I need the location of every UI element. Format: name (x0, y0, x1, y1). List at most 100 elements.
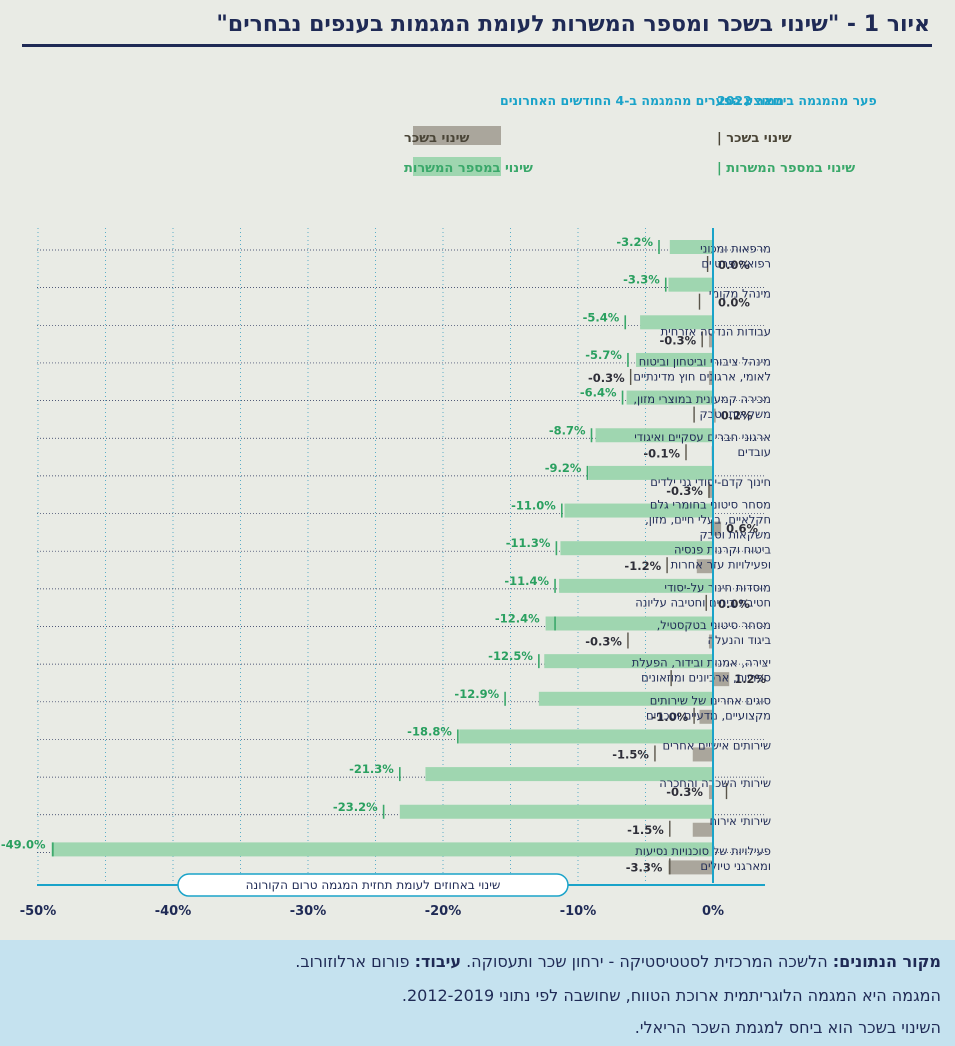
source-text: הלשכה המרכזית לסטטיסטיקה - ירחון שכר ותע… (461, 952, 833, 971)
jobs-bar (668, 277, 713, 292)
category-label: חקלאיים, בעלי חיים, מזון, (645, 513, 771, 527)
category-label: יצירה, אמנות ובידור, הפעלת (632, 656, 771, 670)
jobs-bar (669, 240, 713, 254)
jobs-value-label: -23.2% (333, 800, 378, 814)
jobs-value-label: -9.2% (545, 461, 582, 475)
jobs-bar (560, 541, 713, 556)
wage-value-label: 0.0% (718, 258, 750, 272)
wage-value-label: -1.0% (651, 710, 688, 724)
x-tick-label: 0% (702, 904, 724, 919)
wage-value-label: -0.3% (660, 333, 697, 347)
wage-value-label: 0.6% (726, 522, 758, 536)
wage-bar (708, 483, 713, 498)
processing-label: עיבוד: (414, 952, 461, 971)
wage-bar (713, 521, 722, 536)
page-title: איור 1 - "שינוי בשכר ומספר המשרות לעומת … (216, 12, 930, 37)
wage-value-label: -1.5% (627, 823, 664, 837)
chart: פער מהמגמה בינואר 2022 ממוצע הפערים מהמג… (1, 93, 877, 919)
jobs-value-label: -11.0% (511, 499, 556, 513)
category-label: משקאות וטבק (699, 407, 771, 421)
jobs-value-label: -11.4% (504, 574, 549, 588)
category-label: מסחר סיטוני בחומרי גלם (650, 498, 771, 512)
category-label: מוסדות חינוך על-יסודי (664, 580, 771, 594)
legend-wage-marker-label: שינוי בשכר | (717, 131, 792, 146)
category-label: משקאות וטבק (699, 528, 771, 542)
wage-bar (708, 370, 713, 385)
category-label: ספריות, ארכיונים ומוזאונים (641, 671, 771, 685)
legend-title-average: ממוצע הפערים מהמגמה ב-4 החודשים האחרונים (500, 93, 784, 108)
jobs-value-label: -3.2% (616, 235, 653, 249)
category-label: לאומי, ארגונים חוץ מדינתיים (633, 369, 771, 383)
wage-value-label: -0.3% (666, 484, 703, 498)
wage-bar (708, 785, 713, 800)
jobs-value-label: -11.3% (506, 536, 551, 550)
jobs-bar (595, 428, 713, 443)
jobs-bar (459, 729, 713, 744)
jobs-value-label: -8.7% (549, 423, 586, 437)
category-label: שירותי אירוח (709, 814, 771, 828)
wage-bar (708, 333, 713, 348)
category-label: פעילויות של סוכנויות נסיעות (635, 844, 771, 858)
wage-bar (696, 559, 713, 574)
jobs-value-label: -12.4% (495, 612, 540, 626)
wage-bar (692, 747, 713, 762)
jobs-value-label: -18.8% (407, 724, 452, 738)
wage-bar (668, 860, 713, 875)
legend-title-jan2022: פער מהמגמה בינואר 2022 (717, 93, 877, 108)
wage-bar (708, 634, 713, 649)
wage-value-label: -3.3% (626, 860, 663, 874)
jobs-value-label: -49.0% (1, 837, 46, 851)
wage-value-label: 0.0% (718, 296, 750, 310)
legend-wage-swatch (413, 126, 501, 145)
jobs-bar (545, 616, 713, 631)
wage-bar (692, 822, 713, 837)
jobs-bar (425, 767, 713, 782)
jobs-bar (399, 804, 713, 819)
jobs-bar (538, 691, 713, 706)
wage-value-label: 0.0% (718, 597, 750, 611)
category-label: שירותי השכרה והחכרה (659, 776, 771, 790)
jobs-bar (559, 578, 713, 593)
footer-source: מקור הנתונים: הלשכה המרכזית לסטטיסטיקה -… (295, 952, 941, 971)
x-tick-label: -10% (560, 904, 597, 919)
wage-bar (713, 408, 716, 423)
jobs-bar (588, 465, 713, 480)
jobs-value-label: -6.4% (580, 386, 617, 400)
wage-bar (699, 709, 713, 724)
jobs-value-label: -5.7% (585, 348, 622, 362)
x-tick-label: -30% (290, 904, 327, 919)
wage-bar (713, 672, 730, 687)
jobs-bar (626, 390, 713, 405)
category-label: ביגוד והנעלה (707, 633, 771, 647)
jobs-value-label: -5.4% (583, 310, 620, 324)
jobs-value-label: -3.3% (623, 273, 660, 287)
legend-jobs-label: שינוי במספר המשרות (404, 161, 533, 176)
jobs-value-label: -12.9% (454, 687, 499, 701)
x-axis-title-box (177, 873, 569, 897)
jobs-bar (640, 315, 713, 330)
legend-jobs-swatch (413, 157, 501, 176)
footer: מקור הנתונים: הלשכה המרכזית לסטטיסטיקה -… (0, 940, 955, 1046)
category-label: חינוך קדם-יסודי גני ילדים (650, 475, 771, 489)
legend-wage-label: שינוי בשכר (404, 131, 470, 146)
jobs-bar (636, 352, 713, 367)
category-label: מכירה קמעונית במוצרי מזון, (633, 392, 771, 406)
processing-text: פורום ארלוזורוב. (295, 952, 415, 971)
wage-value-label: 1.2% (734, 672, 766, 686)
category-label: עבודות הנדסה אזרחית (661, 324, 771, 338)
category-label: ארגוני חברים עסקיים ואיגודי (634, 430, 771, 444)
category-label: שירותים אישיים אחרים (663, 738, 772, 752)
jobs-bar (544, 654, 713, 669)
category-label: חטיבת ביניים וחטיבה עליונה (635, 595, 771, 609)
x-tick-label: -50% (20, 904, 57, 919)
category-label: מרפאות ומכוני (700, 242, 771, 256)
jobs-bar (51, 842, 713, 857)
x-tick-label: -40% (155, 904, 192, 919)
title-rule (22, 44, 932, 47)
footer-wage-note: השינוי בשכר הוא ביחס למגמת השכר הריאלי. (634, 1018, 941, 1037)
wage-value-label: -0.3% (585, 635, 622, 649)
wage-value-label: -0.3% (666, 785, 703, 799)
footer-trend-note: המגמה היא המגמה הלוגריתמית ארוכת הטווח, … (401, 986, 941, 1005)
wage-value-label: -0.1% (643, 446, 680, 460)
